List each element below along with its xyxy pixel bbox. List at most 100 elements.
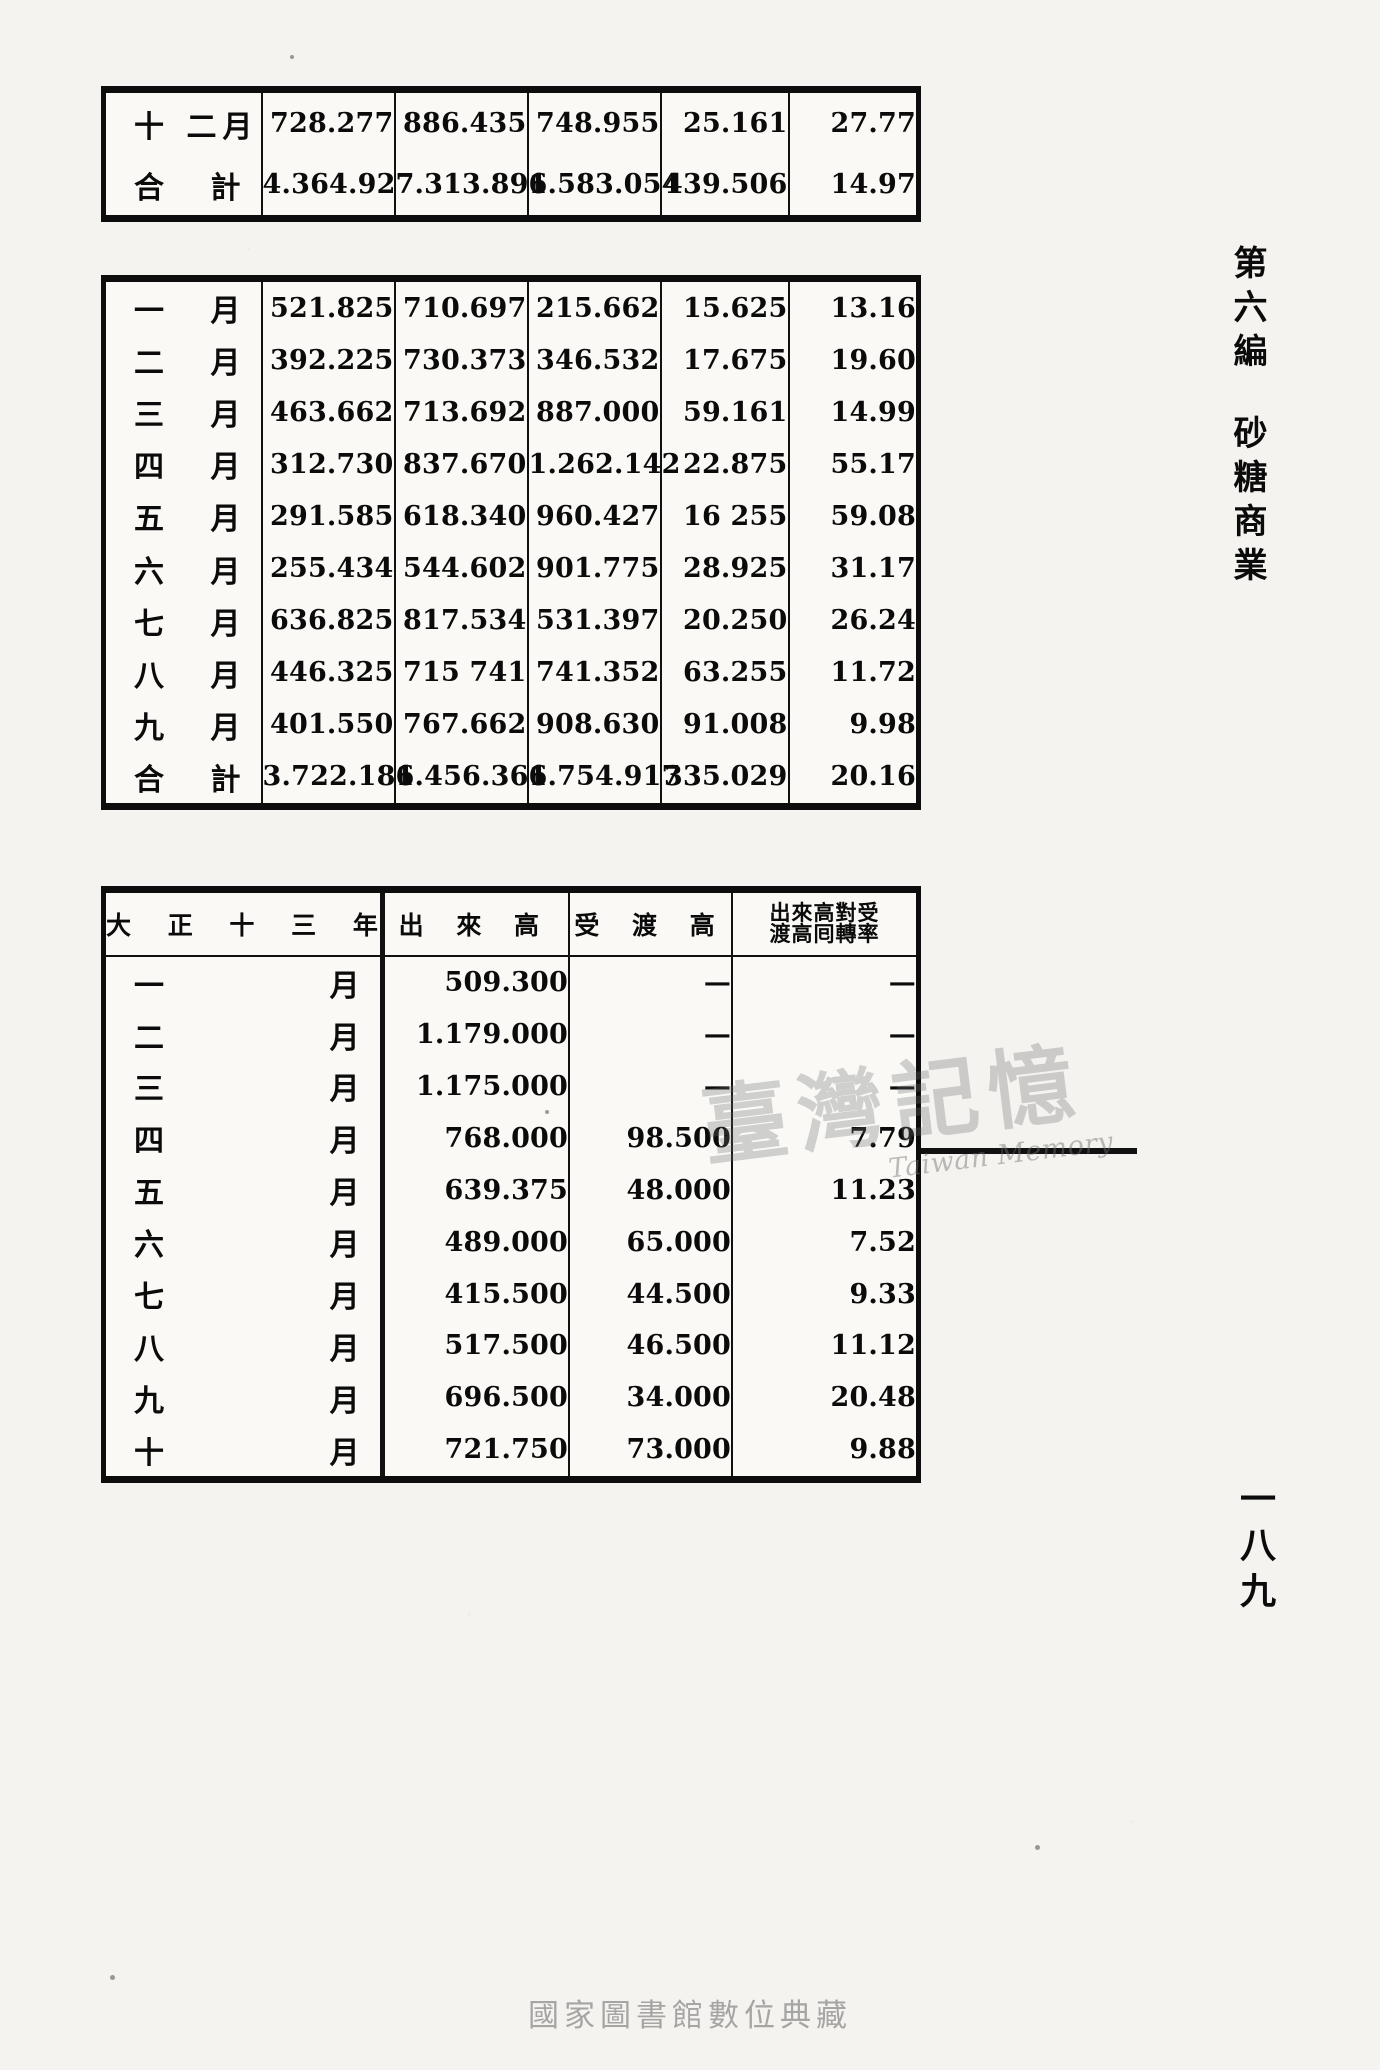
cell-value: 16 255: [659, 490, 790, 543]
scan-speck: [545, 1110, 549, 1114]
row-label-cell: 十 二 月: [102, 89, 263, 154]
cell-value: 908.630: [526, 698, 662, 751]
cell-value: 13.16: [787, 278, 920, 335]
cell-value: 3.722.181: [260, 750, 414, 807]
cell-ukewatashi: 65.000: [568, 1216, 734, 1269]
month-unit: 月: [329, 1124, 360, 1160]
cell-value: 767.662: [393, 698, 529, 751]
cell-value: 11.72: [787, 646, 920, 699]
cell-value: 886.435: [393, 89, 529, 154]
column-header-ukewatashi: 受 渡 高: [568, 889, 734, 957]
table3-data-body: 一月 509.300— — 二月 1.179.000— — 三月 1.175.000— — 四月 7…: [102, 955, 920, 1480]
cell-value: 4.364.927: [260, 154, 414, 219]
table-row: 六月 489.000 65.000 7.52: [102, 1216, 920, 1269]
cell-turnover-rate: 20.48: [731, 1371, 920, 1424]
row-label-cell: 三月: [102, 1060, 382, 1113]
cell-value: 748.955: [526, 89, 662, 154]
cell-value: 15.625: [659, 278, 790, 335]
turnover-header-line2: 渡高囘轉率: [769, 921, 880, 946]
cell-ukewatashi: —: [568, 1060, 734, 1113]
month-label: 五: [134, 502, 170, 538]
table3-body: 大 正 十 三 年 出 來 高 受 渡 高 出來高對受 渡高囘轉率: [102, 889, 920, 957]
cell-value: 346.532: [526, 334, 662, 387]
cell-value: 9.98: [787, 698, 920, 751]
cell-ukewatashi: 98.500: [568, 1112, 734, 1165]
cell-value: 312.730: [260, 438, 396, 491]
cell-value: 55.17: [787, 438, 920, 491]
table-taisho13-monthly: 大 正 十 三 年 出 來 高 受 渡 高 出來高對受 渡高囘轉率 一月 509.…: [101, 886, 921, 1483]
month-label: 三: [134, 398, 170, 434]
cell-value: 6.754.917: [526, 750, 680, 807]
table-row: 二月 392.225 730.373 346.532 17.675 19.60: [102, 334, 920, 387]
row-label-cell: 一月: [102, 278, 263, 335]
cell-ukewatashi: 34.000: [568, 1371, 734, 1424]
cell-turnover-rate: 7.52: [731, 1216, 920, 1269]
month-label: 六: [134, 1228, 170, 1264]
month-unit: 月: [210, 710, 241, 746]
cell-value: 7.313.891: [393, 154, 547, 219]
cell-value: 960.427: [526, 490, 662, 543]
cell-turnover-rate: 9.88: [731, 1423, 920, 1480]
cell-dekidaka: 696.500: [379, 1371, 571, 1424]
row-label-cell: 九月: [102, 1371, 382, 1424]
month-label: 六: [134, 554, 170, 590]
cell-ukewatashi: —: [568, 1008, 734, 1061]
cell-value: 63.255: [659, 646, 790, 699]
cell-value: 335.029: [659, 750, 790, 807]
table-row: 合 計 4.364.927 7.313.891 6.583.054 439.50…: [102, 154, 920, 219]
cell-ukewatashi: 44.500: [568, 1268, 734, 1320]
month-label: 四: [134, 1124, 170, 1160]
month-label: 九: [134, 710, 170, 746]
month-unit: 月: [210, 294, 241, 330]
cell-value: 6.583.054: [526, 154, 680, 219]
cell-value: 463.662: [260, 386, 396, 439]
cell-value: 710.697: [393, 278, 529, 335]
table-header-row: 大 正 十 三 年 出 來 高 受 渡 高 出來高對受 渡高囘轉率: [102, 889, 920, 957]
cell-value: 215.662: [526, 278, 662, 335]
table-row: 五月 291.585 618.340 960.427 16 255 59.08: [102, 490, 920, 543]
cell-value: 730.373: [393, 334, 529, 387]
cell-value: 19.60: [787, 334, 920, 387]
month-unit: 月: [329, 1331, 360, 1367]
scan-speck: [110, 1975, 115, 1980]
cell-value: 618.340: [393, 490, 529, 543]
column-header-year: 大 正 十 三 年: [102, 889, 382, 957]
month-unit: 月: [329, 1176, 360, 1212]
cell-dekidaka: 1.179.000: [379, 1008, 571, 1061]
row-label-cell: 六月: [102, 1216, 382, 1269]
cell-ukewatashi: 73.000: [568, 1423, 734, 1480]
cell-value: 715 741: [393, 646, 529, 699]
column-header-dekidaka: 出 來 高: [379, 889, 571, 957]
month-unit: 月: [210, 502, 241, 538]
row-label-cell: 九月: [102, 698, 263, 751]
row-label-cell: 二月: [102, 1008, 382, 1061]
cell-value: 22.875: [659, 438, 790, 491]
cell-dekidaka: 415.500: [379, 1268, 571, 1320]
cell-dekidaka: 768.000: [379, 1112, 571, 1165]
table-row: 三月 463.662 713.692 887.000 59.161 14.99: [102, 386, 920, 439]
table-row: 三月 1.175.000— —: [102, 1060, 920, 1113]
row-label-cell: 七月: [102, 594, 263, 647]
cell-turnover-rate: 9.33: [731, 1268, 920, 1320]
table-row: 九月 401.550 767.662 908.630 91.008 9.98: [102, 698, 920, 751]
cell-value: 25.161: [659, 89, 790, 154]
month-unit: 月: [222, 109, 253, 145]
cell-value: 401.550: [260, 698, 396, 751]
table-row: 合計 3.722.181 6.456.361 6.754.917 335.029 20.1…: [102, 750, 920, 807]
month-unit: 月: [329, 1020, 360, 1056]
month-label: 二: [134, 346, 170, 382]
month-label: 三: [134, 1072, 170, 1108]
cell-value: 531.397: [526, 594, 662, 647]
row-label-cell: 四月: [102, 438, 263, 491]
cell-value: 20.250: [659, 594, 790, 647]
footer-watermark: 國家圖書館數位典藏: [528, 1998, 852, 2034]
cell-value: 17.675: [659, 334, 790, 387]
cell-value: 27.77: [787, 89, 920, 154]
table-row: 十月 721.750 73.000 9.88: [102, 1423, 920, 1480]
turnover-header-line1: 出來高對受: [769, 900, 880, 925]
page-number: 一八九: [1234, 1480, 1275, 1618]
month-label: 十: [134, 1435, 170, 1471]
cell-value: 255.434: [260, 542, 396, 595]
month-label: 五: [134, 1176, 170, 1212]
month-label: 九: [134, 1383, 170, 1419]
